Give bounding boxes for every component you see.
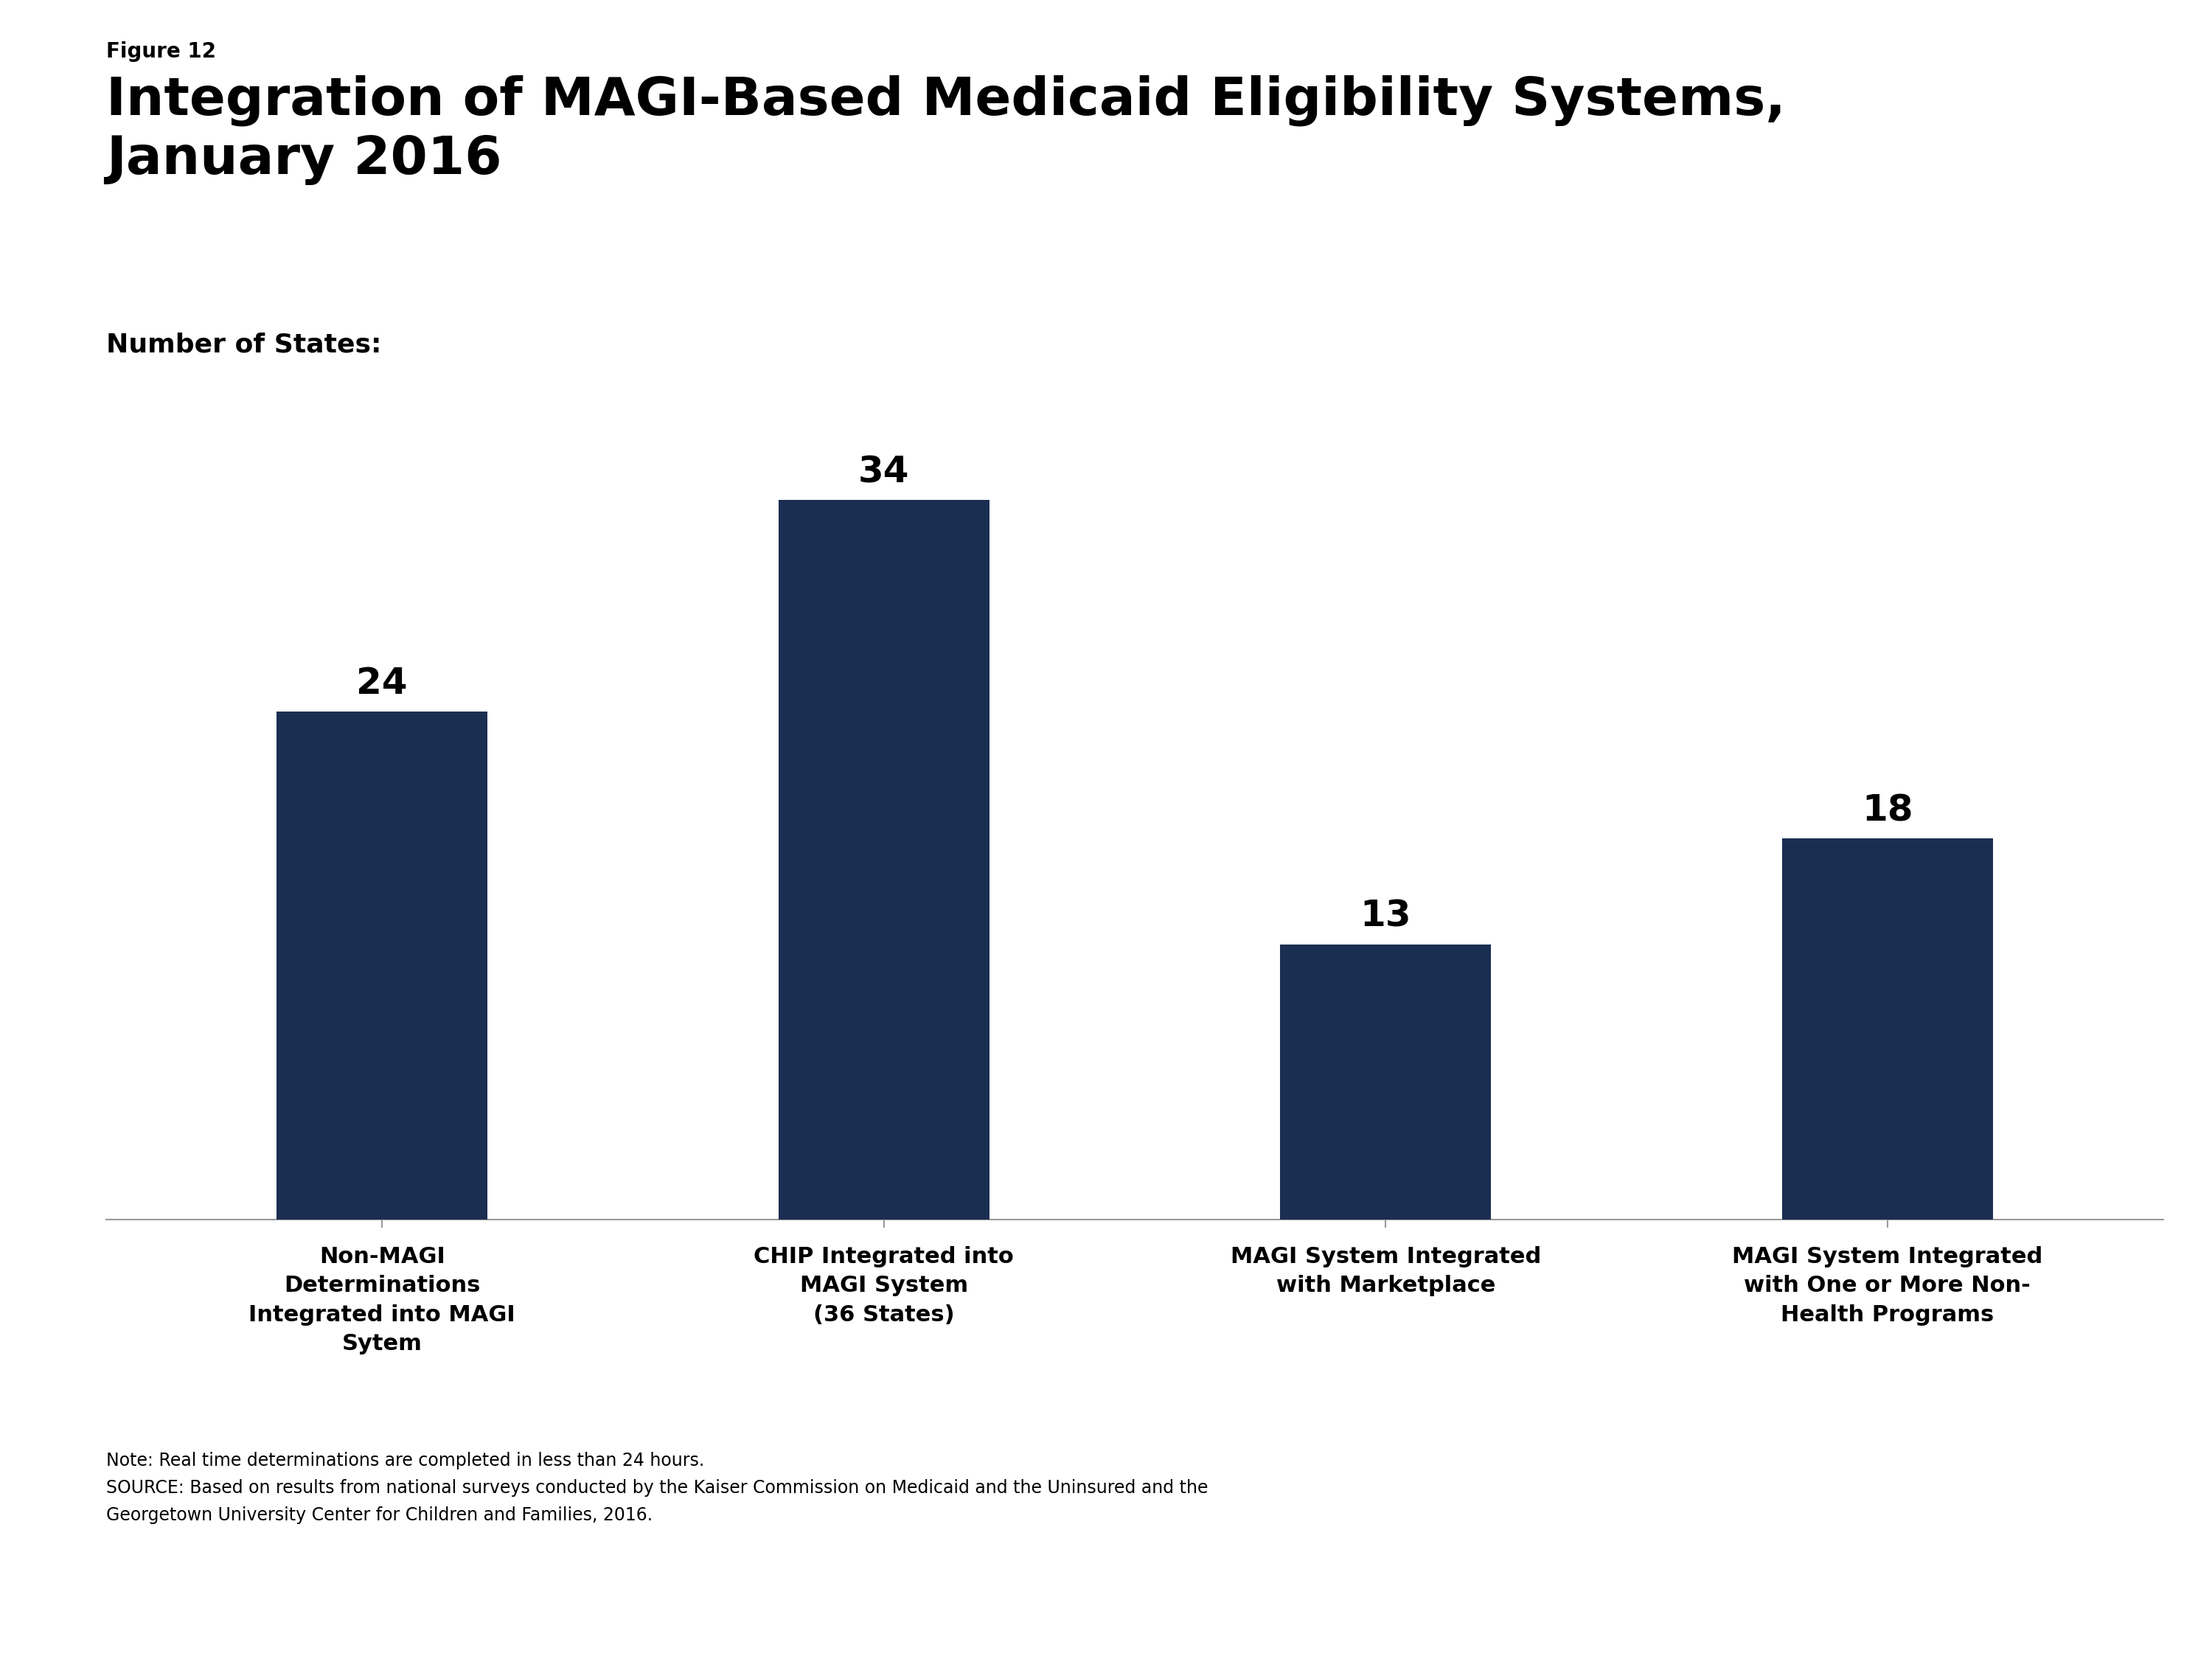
Text: 13: 13	[1360, 899, 1411, 934]
Bar	[779, 501, 989, 1219]
Text: 24: 24	[356, 665, 407, 702]
Text: Note: Real time determinations are completed in less than 24 hours.
SOURCE: Base: Note: Real time determinations are compl…	[106, 1452, 1208, 1525]
Bar	[1783, 838, 1993, 1219]
Text: 18: 18	[1863, 793, 1913, 828]
Bar	[276, 712, 487, 1219]
Bar	[1281, 944, 1491, 1219]
Text: THE HENRY J.
KAISER
FAMILY
FOUNDATION: THE HENRY J. KAISER FAMILY FOUNDATION	[1969, 1478, 2081, 1558]
Text: Number of States:: Number of States:	[106, 332, 380, 357]
Text: 34: 34	[858, 455, 909, 489]
Text: Figure 12: Figure 12	[106, 41, 217, 61]
Text: Integration of MAGI-Based Medicaid Eligibility Systems,
January 2016: Integration of MAGI-Based Medicaid Eligi…	[106, 75, 1785, 184]
